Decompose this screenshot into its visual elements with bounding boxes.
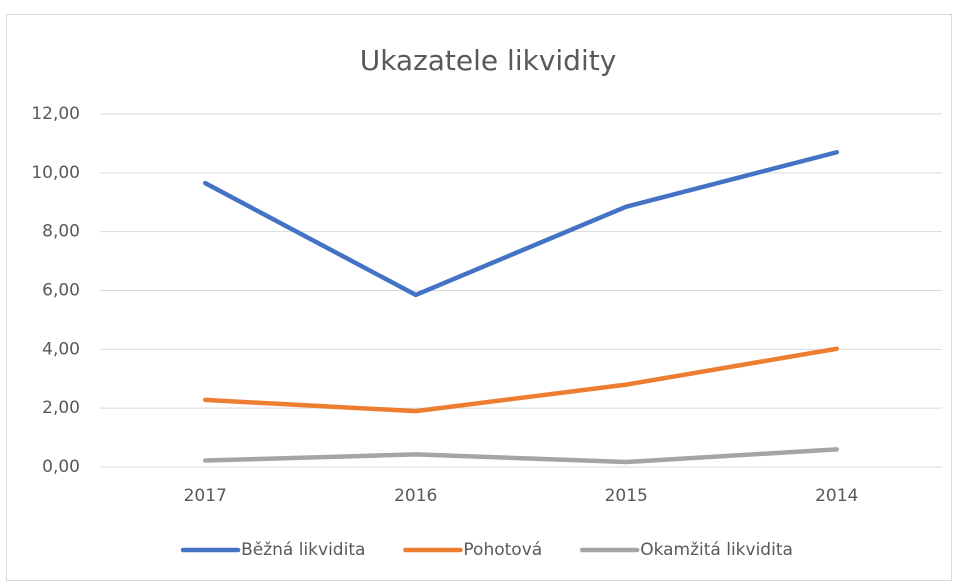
- y-tick-label: 12,00: [31, 104, 80, 124]
- chart-border: [6, 14, 952, 581]
- legend-label: Běžná likvidita: [241, 540, 365, 560]
- y-tick-label: 8,00: [42, 222, 80, 242]
- x-tick-label: 2016: [394, 486, 437, 506]
- legend-label: Okamžitá likvidita: [640, 540, 793, 560]
- series-line: [203, 346, 839, 414]
- y-tick-label: 0,00: [42, 457, 80, 477]
- y-tick-label: 4,00: [42, 339, 80, 359]
- y-tick-label: 10,00: [31, 163, 80, 183]
- y-tick-label: 2,00: [42, 398, 80, 418]
- x-tick-label: 2017: [184, 486, 227, 506]
- legend-label: Pohotová: [463, 540, 542, 560]
- series-line: [203, 149, 839, 298]
- x-tick-label: 2014: [815, 486, 858, 506]
- series-line: [203, 447, 839, 465]
- chart-title: Ukazatele likvidity: [360, 44, 617, 77]
- x-tick-label: 2015: [605, 486, 648, 506]
- y-tick-label: 6,00: [42, 281, 80, 301]
